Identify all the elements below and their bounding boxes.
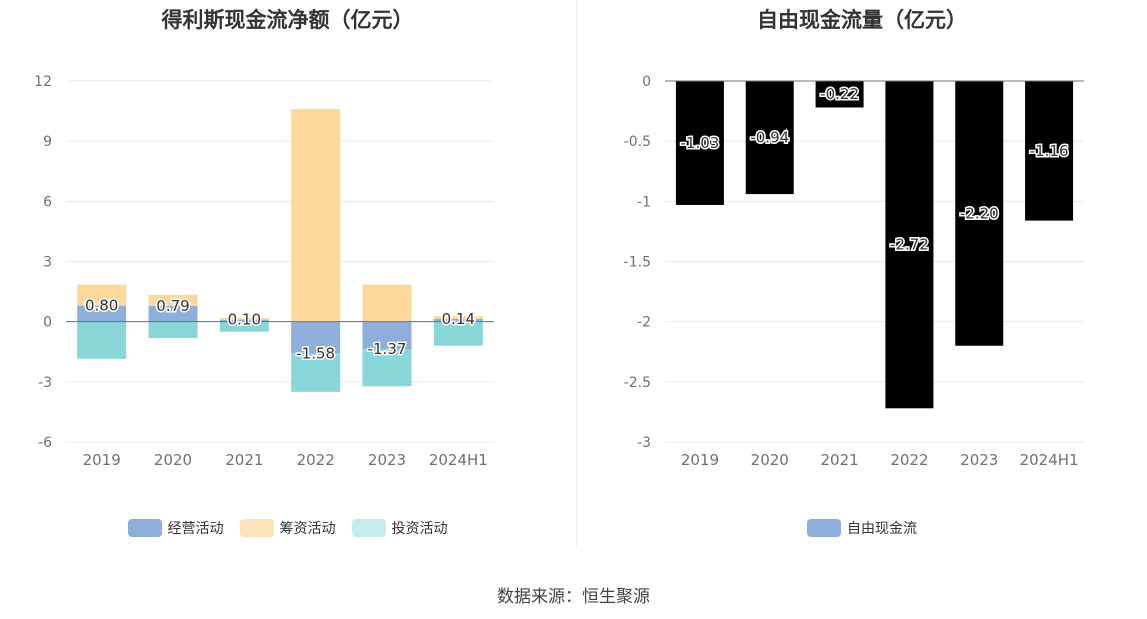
left-chart-title: 得利斯现金流净额（亿元） bbox=[161, 8, 414, 32]
legend-swatch-financing bbox=[239, 519, 274, 537]
bar-financing bbox=[148, 294, 198, 306]
data-source-note: 数据来源：恒生聚源 bbox=[497, 587, 650, 607]
data-label: 0.80 bbox=[85, 297, 118, 315]
x-tick-label: 2020 bbox=[751, 451, 789, 469]
right-chart-panel: 自由现金流量（亿元） 0 -0.5 -1 -1.5 -2 -2.5 -3 2019 2020 20… bbox=[577, 0, 1147, 550]
bar-investing bbox=[148, 321, 198, 339]
data-label: -2.20 bbox=[960, 204, 999, 222]
y-tick-label: 0 bbox=[642, 74, 651, 90]
y-tick-label: 3 bbox=[43, 255, 52, 271]
bar-investing bbox=[291, 353, 341, 392]
bar-operating bbox=[433, 318, 483, 322]
legend-item-fcf[interactable]: 自由现金流 bbox=[807, 518, 917, 538]
x-tick-label: 2023 bbox=[368, 451, 406, 469]
bar-fcf bbox=[955, 81, 1004, 346]
right-chart-title: 自由现金流量（亿元） bbox=[757, 8, 967, 32]
data-label: -1.16 bbox=[1030, 142, 1069, 160]
bar-operating bbox=[77, 305, 127, 322]
legend-swatch-operating bbox=[127, 519, 162, 537]
x-tick-label: 2024H1 bbox=[1020, 451, 1079, 469]
panel-divider bbox=[576, 0, 577, 550]
bar-financing bbox=[291, 109, 341, 322]
x-tick-label: 2023 bbox=[960, 451, 998, 469]
y-tick-label: -0.5 bbox=[624, 134, 651, 150]
x-tick-label: 2021 bbox=[225, 451, 263, 469]
legend-label-operating: 经营活动 bbox=[167, 521, 224, 537]
y-tick-label: 12 bbox=[34, 74, 52, 90]
bar-fcf bbox=[815, 81, 864, 108]
left-chart-svg: 12 9 6 3 0 -3 -6 2019 2020 2021 2022 2023 2024H1 0.80… bbox=[34, 74, 494, 469]
bar-financing bbox=[433, 316, 483, 319]
data-label: -1.03 bbox=[681, 134, 720, 152]
y-tick-label: -1 bbox=[637, 194, 651, 210]
bar-operating bbox=[362, 321, 412, 350]
y-tick-label: -3 bbox=[637, 435, 651, 451]
x-tick-label: 2021 bbox=[820, 451, 858, 469]
y-tick-label: -6 bbox=[38, 435, 52, 451]
right-chart-svg: 0 -0.5 -1 -1.5 -2 -2.5 -3 2019 2020 2021 2022 2023 2… bbox=[624, 74, 1084, 469]
legend-swatch-investing bbox=[351, 519, 386, 537]
legend-label-financing: 筹资活动 bbox=[279, 521, 336, 537]
bar-fcf bbox=[675, 81, 724, 205]
legend-swatch-fcf bbox=[807, 519, 841, 537]
y-tick-label: 0 bbox=[43, 315, 52, 331]
right-chart-legend: 自由现金流 bbox=[577, 518, 1147, 538]
bar-financing bbox=[77, 284, 127, 306]
data-label: -1.37 bbox=[368, 340, 407, 358]
bar-fcf bbox=[1025, 81, 1074, 221]
data-label: 0.14 bbox=[442, 310, 475, 328]
left-chart-panel: 得利斯现金流净额（亿元） 12 9 6 3 0 -3 -6 2019 2020 2021 2022 2… bbox=[0, 0, 575, 550]
x-tick-label: 2020 bbox=[154, 451, 192, 469]
bar-operating bbox=[291, 321, 341, 354]
data-label: 0.10 bbox=[228, 311, 261, 329]
bar-fcf bbox=[745, 81, 794, 195]
x-tick-label: 2019 bbox=[83, 451, 121, 469]
bar-investing bbox=[433, 321, 483, 346]
y-tick-label: -2 bbox=[637, 315, 651, 331]
y-tick-label: 6 bbox=[43, 194, 52, 210]
data-label: -0.94 bbox=[750, 129, 789, 147]
data-label: -1.58 bbox=[296, 344, 335, 362]
legend-item-investing[interactable]: 投资活动 bbox=[351, 518, 448, 538]
y-tick-label: 9 bbox=[43, 134, 52, 150]
x-tick-label: 2022 bbox=[297, 451, 335, 469]
bar-investing bbox=[219, 321, 269, 332]
legend-item-financing[interactable]: 筹资活动 bbox=[239, 518, 336, 538]
legend-label-investing: 投资活动 bbox=[391, 521, 448, 537]
data-label: -0.22 bbox=[820, 85, 859, 103]
data-label: -2.72 bbox=[890, 236, 929, 254]
bar-investing bbox=[77, 321, 127, 359]
bar-financing bbox=[362, 284, 412, 322]
legend-item-operating[interactable]: 经营活动 bbox=[127, 518, 224, 538]
bar-investing bbox=[362, 349, 412, 387]
bar-financing bbox=[219, 318, 269, 320]
y-tick-label: -3 bbox=[38, 375, 52, 391]
y-tick-label: -1.5 bbox=[624, 255, 651, 271]
data-label: 0.79 bbox=[156, 297, 189, 315]
x-tick-label: 2019 bbox=[681, 451, 719, 469]
x-tick-label: 2022 bbox=[890, 451, 928, 469]
bar-fcf bbox=[885, 81, 934, 409]
legend-label-fcf: 自由现金流 bbox=[847, 521, 917, 537]
x-tick-label: 2024H1 bbox=[429, 451, 488, 469]
y-tick-label: -2.5 bbox=[624, 375, 651, 391]
left-chart-legend: 经营活动 筹资活动 投资活动 bbox=[0, 518, 575, 538]
bar-operating bbox=[219, 319, 269, 322]
bar-operating bbox=[148, 305, 198, 322]
